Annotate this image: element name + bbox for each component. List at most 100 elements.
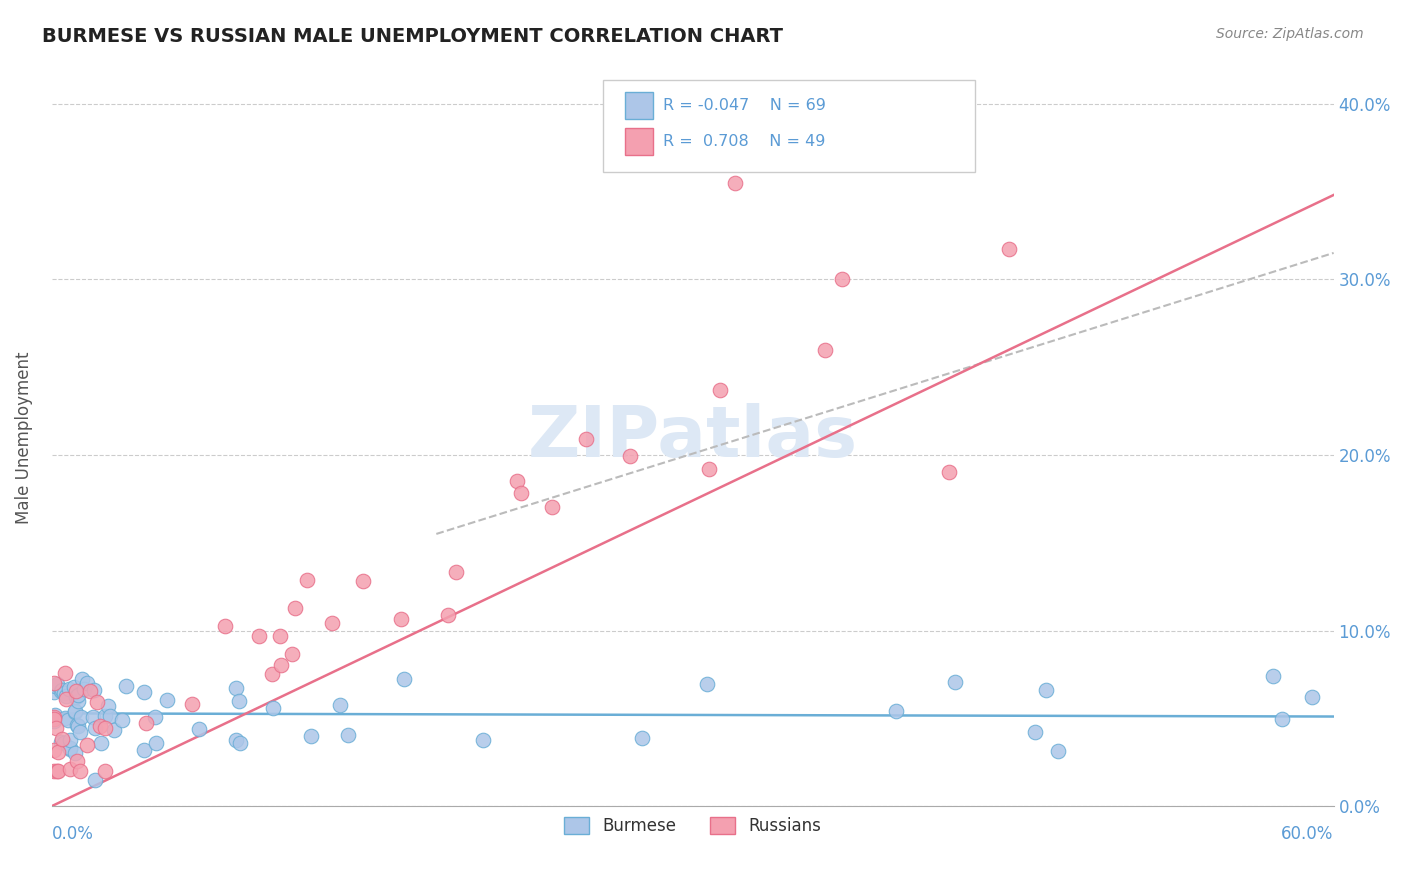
Point — [945, 674, 967, 689]
Point — [42, 743, 65, 757]
Point — [83, 683, 105, 698]
Legend: Burmese, Russians: Burmese, Russians — [558, 811, 828, 842]
Point — [51, 731, 73, 746]
Point — [938, 466, 960, 480]
Point — [49, 683, 72, 698]
Point — [228, 694, 250, 708]
Point — [46, 677, 69, 691]
Point — [86, 695, 108, 709]
Point — [76, 676, 98, 690]
Point — [284, 600, 307, 615]
Point — [63, 680, 86, 694]
Point — [510, 486, 533, 500]
Point — [63, 705, 86, 719]
Point — [389, 612, 412, 626]
Point — [229, 736, 252, 750]
FancyBboxPatch shape — [624, 128, 652, 155]
Point — [66, 754, 89, 768]
Point — [506, 475, 529, 489]
Point — [619, 449, 641, 463]
Point — [58, 742, 80, 756]
Point — [98, 709, 121, 723]
Point — [1301, 690, 1323, 704]
Point — [696, 677, 718, 691]
Point — [321, 616, 343, 631]
Point — [115, 679, 138, 693]
Point — [63, 746, 86, 760]
FancyBboxPatch shape — [603, 79, 974, 172]
Point — [55, 692, 77, 706]
Y-axis label: Male Unemployment: Male Unemployment — [15, 351, 32, 524]
Point — [541, 500, 564, 514]
Point — [260, 666, 283, 681]
Point — [51, 683, 73, 698]
Point — [70, 710, 93, 724]
Point — [65, 704, 87, 718]
Point — [42, 676, 65, 690]
Point — [134, 685, 156, 699]
Text: 0.0%: 0.0% — [52, 824, 94, 843]
Point — [65, 683, 87, 698]
Point — [336, 728, 359, 742]
Point — [352, 574, 374, 588]
Point — [436, 607, 458, 622]
Point — [67, 719, 90, 733]
Point — [269, 628, 291, 642]
Point — [225, 681, 247, 695]
Point — [93, 764, 115, 778]
Point — [225, 733, 247, 747]
Point — [53, 711, 76, 725]
Point — [65, 690, 87, 704]
Point — [58, 682, 80, 697]
Point — [42, 710, 65, 724]
Point — [90, 736, 112, 750]
Point — [831, 272, 853, 286]
Point — [84, 721, 107, 735]
Point — [156, 693, 179, 707]
Point — [814, 343, 837, 357]
Point — [103, 723, 125, 737]
Point — [1046, 744, 1069, 758]
Point — [76, 739, 98, 753]
Point — [575, 432, 598, 446]
Point — [295, 573, 318, 587]
Point — [394, 672, 416, 686]
Point — [46, 745, 69, 759]
Point — [1024, 724, 1046, 739]
Point — [471, 733, 494, 747]
Point — [44, 714, 66, 728]
Point — [724, 176, 747, 190]
Point — [997, 243, 1019, 257]
Text: R = -0.047    N = 69: R = -0.047 N = 69 — [664, 98, 827, 113]
Point — [111, 713, 134, 727]
FancyBboxPatch shape — [624, 92, 652, 119]
Point — [299, 729, 322, 743]
Point — [145, 736, 167, 750]
Point — [42, 685, 65, 699]
Point — [53, 665, 76, 680]
Point — [72, 672, 94, 686]
Point — [84, 772, 107, 787]
Point — [45, 764, 67, 778]
Point — [247, 629, 270, 643]
Point — [132, 743, 155, 757]
Point — [55, 689, 77, 703]
Point — [42, 764, 65, 778]
Point — [73, 681, 96, 696]
Point — [59, 741, 82, 756]
Point — [89, 719, 111, 733]
Point — [262, 701, 284, 715]
Point — [66, 694, 89, 708]
Point — [94, 709, 117, 723]
Point — [45, 721, 67, 735]
Point — [59, 762, 82, 776]
Point — [53, 686, 76, 700]
Point — [1271, 712, 1294, 726]
Text: 60.0%: 60.0% — [1281, 824, 1334, 843]
Point — [82, 710, 104, 724]
Point — [58, 713, 80, 727]
Text: BURMESE VS RUSSIAN MALE UNEMPLOYMENT CORRELATION CHART: BURMESE VS RUSSIAN MALE UNEMPLOYMENT COR… — [42, 27, 783, 45]
Point — [631, 731, 654, 745]
Point — [884, 704, 907, 718]
Point — [93, 721, 115, 735]
